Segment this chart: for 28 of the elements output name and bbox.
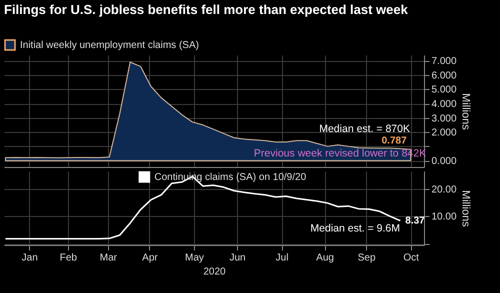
y-axis-title: Millions: [460, 190, 472, 228]
x-tick-label: Jan: [22, 252, 38, 264]
x-tick-label: Feb: [60, 252, 78, 264]
x-tick-label: Apr: [142, 252, 158, 264]
annotation: Median est. = 870K: [319, 122, 410, 135]
annotation: Median est. = 9.6M: [310, 222, 400, 235]
x-tick-label: Oct: [403, 252, 420, 264]
data-label: 8.37: [405, 216, 426, 227]
x-tick-label: Jun: [229, 252, 246, 264]
data-label: 0.787: [382, 135, 408, 146]
y-tick-label: 7.000: [432, 56, 457, 68]
x-tick-label: May: [185, 252, 204, 264]
x-tick-label: Aug: [316, 252, 334, 264]
y-tick-label: 5.000: [432, 84, 457, 96]
y-tick-label: 0.000: [432, 156, 457, 168]
y-tick-label: 2.000: [432, 128, 457, 139]
legend-label: Initial weekly unemployment claims (SA): [20, 40, 199, 51]
y-tick-label: 20.00: [432, 184, 457, 196]
x-tick-label: Mar: [100, 252, 118, 264]
chart-title: Filings for U.S. jobless benefits fell more than expected last week: [4, 2, 409, 17]
y-tick-label: 6.000: [432, 70, 457, 82]
y-tick-label: 4.000: [432, 99, 457, 110]
x-axis-title: 2020: [203, 266, 226, 278]
x-tick-label: Sep: [358, 252, 376, 264]
y-axis-title: Millions: [460, 93, 472, 130]
x-tick-label: Jul: [276, 252, 288, 264]
y-tick-label: 10.00: [432, 212, 457, 223]
y-tick-label: 3.000: [432, 113, 457, 124]
